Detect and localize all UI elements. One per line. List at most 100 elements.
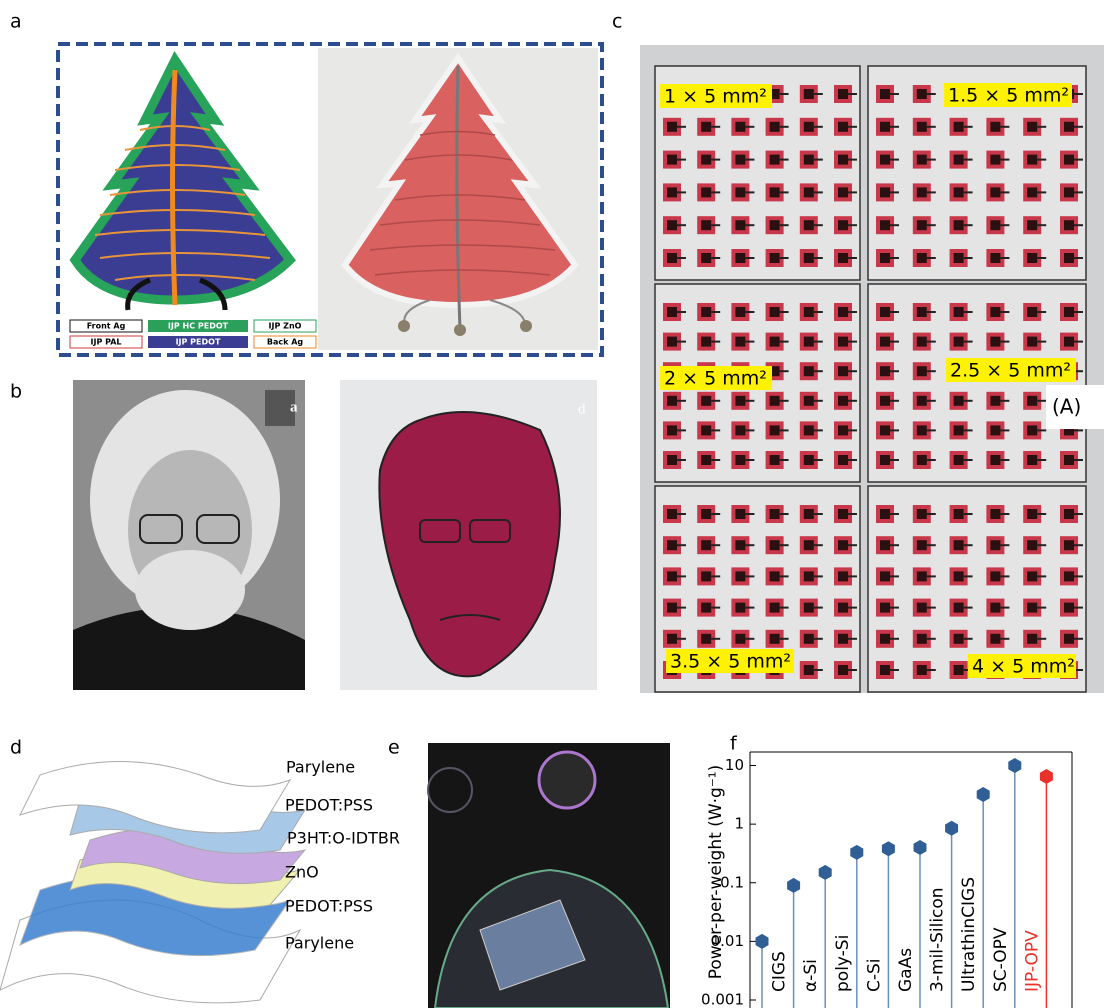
cell-core	[838, 187, 848, 197]
cell-core	[804, 220, 814, 230]
marker	[882, 841, 895, 856]
cell-core	[838, 634, 848, 644]
cell-core	[954, 155, 964, 165]
cell-core	[954, 122, 964, 132]
legend-label: IJP HC PEDOT	[168, 322, 229, 331]
cell-core	[804, 455, 814, 465]
cell-core	[804, 89, 814, 99]
cell-core	[1064, 307, 1074, 317]
cell-core	[880, 337, 890, 347]
cell-core	[880, 455, 890, 465]
cell-core	[990, 155, 1000, 165]
cell-core	[990, 307, 1000, 317]
layer-stack	[0, 762, 305, 1003]
cell-core	[735, 122, 745, 132]
cell-core	[770, 253, 780, 263]
size-label: 1 × 5 mm²	[664, 86, 767, 108]
cell-core	[880, 366, 890, 376]
cell-core	[990, 337, 1000, 347]
cell-core	[954, 571, 964, 581]
cell-core	[880, 665, 890, 675]
x-tick-label: UltrathinCIGS	[959, 877, 979, 992]
panel-label: f	[730, 733, 738, 755]
cell-core	[701, 571, 711, 581]
layer-label: Parylene	[285, 934, 354, 953]
cell-core	[917, 509, 927, 519]
cell-core	[667, 571, 677, 581]
legend-label: Back Ag	[267, 338, 304, 347]
panel-label: b	[10, 381, 22, 403]
cell-core	[954, 509, 964, 519]
cell-core	[954, 540, 964, 550]
cell-core	[917, 634, 927, 644]
marker	[914, 840, 927, 855]
cell-core	[917, 187, 927, 197]
cell-core	[667, 540, 677, 550]
y-tick-label: 1	[734, 815, 744, 833]
cell-core	[804, 253, 814, 263]
cell-core	[667, 603, 677, 613]
cell-core	[770, 634, 780, 644]
cell-core	[880, 425, 890, 435]
cell-core	[701, 220, 711, 230]
cell-core	[804, 571, 814, 581]
cell-core	[770, 603, 780, 613]
cell-core	[917, 571, 927, 581]
cell-core	[990, 634, 1000, 644]
cell-core	[954, 455, 964, 465]
cell-core	[701, 509, 711, 519]
layer-label: PEDOT:PSS	[285, 897, 373, 916]
cell-core	[990, 396, 1000, 406]
cell-core	[838, 89, 848, 99]
cell-core	[838, 603, 848, 613]
tree-photo	[318, 48, 598, 350]
layer-label: PEDOT:PSS	[285, 796, 373, 815]
cell-core	[1064, 337, 1074, 347]
cell-core	[838, 665, 848, 675]
tree-schematic	[70, 60, 316, 348]
x-tick-label: C-Si	[864, 958, 884, 992]
cell-core	[917, 122, 927, 132]
size-label: 2.5 × 5 mm²	[950, 360, 1071, 382]
cell-core	[1027, 634, 1037, 644]
cell-core	[1064, 571, 1074, 581]
cell-core	[804, 187, 814, 197]
cell-core	[735, 509, 745, 519]
cell-core	[667, 634, 677, 644]
cell-core	[735, 307, 745, 317]
marker	[1040, 769, 1053, 784]
x-tick-label: CIGS	[770, 951, 790, 992]
cell-core	[1027, 220, 1037, 230]
cell-core	[1027, 337, 1037, 347]
cell-core	[735, 187, 745, 197]
marker	[756, 934, 769, 949]
cell-core	[667, 396, 677, 406]
cell-core	[917, 253, 927, 263]
cell-core	[735, 425, 745, 435]
cell-core	[701, 155, 711, 165]
cell-core	[880, 89, 890, 99]
tag-label: (A)	[1052, 395, 1081, 419]
cell-core	[838, 425, 848, 435]
cell-core	[667, 337, 677, 347]
bubble-photo	[428, 743, 670, 1008]
cell-core	[917, 396, 927, 406]
cell-core	[917, 665, 927, 675]
cell-core	[954, 425, 964, 435]
cell-core	[954, 337, 964, 347]
cell-core	[838, 220, 848, 230]
marker	[945, 821, 958, 836]
cell-core	[990, 122, 1000, 132]
cell-core	[880, 540, 890, 550]
cell-core	[990, 540, 1000, 550]
cell-core	[1027, 603, 1037, 613]
cell-core	[1064, 122, 1074, 132]
cell-core	[804, 603, 814, 613]
y-tick-label: 0.1	[720, 873, 744, 891]
cell-core	[770, 337, 780, 347]
cell-core	[1027, 122, 1037, 132]
cell-core	[917, 425, 927, 435]
cell-core	[838, 571, 848, 581]
legend-label: IJP PAL	[90, 338, 121, 347]
cell-core	[770, 509, 780, 519]
